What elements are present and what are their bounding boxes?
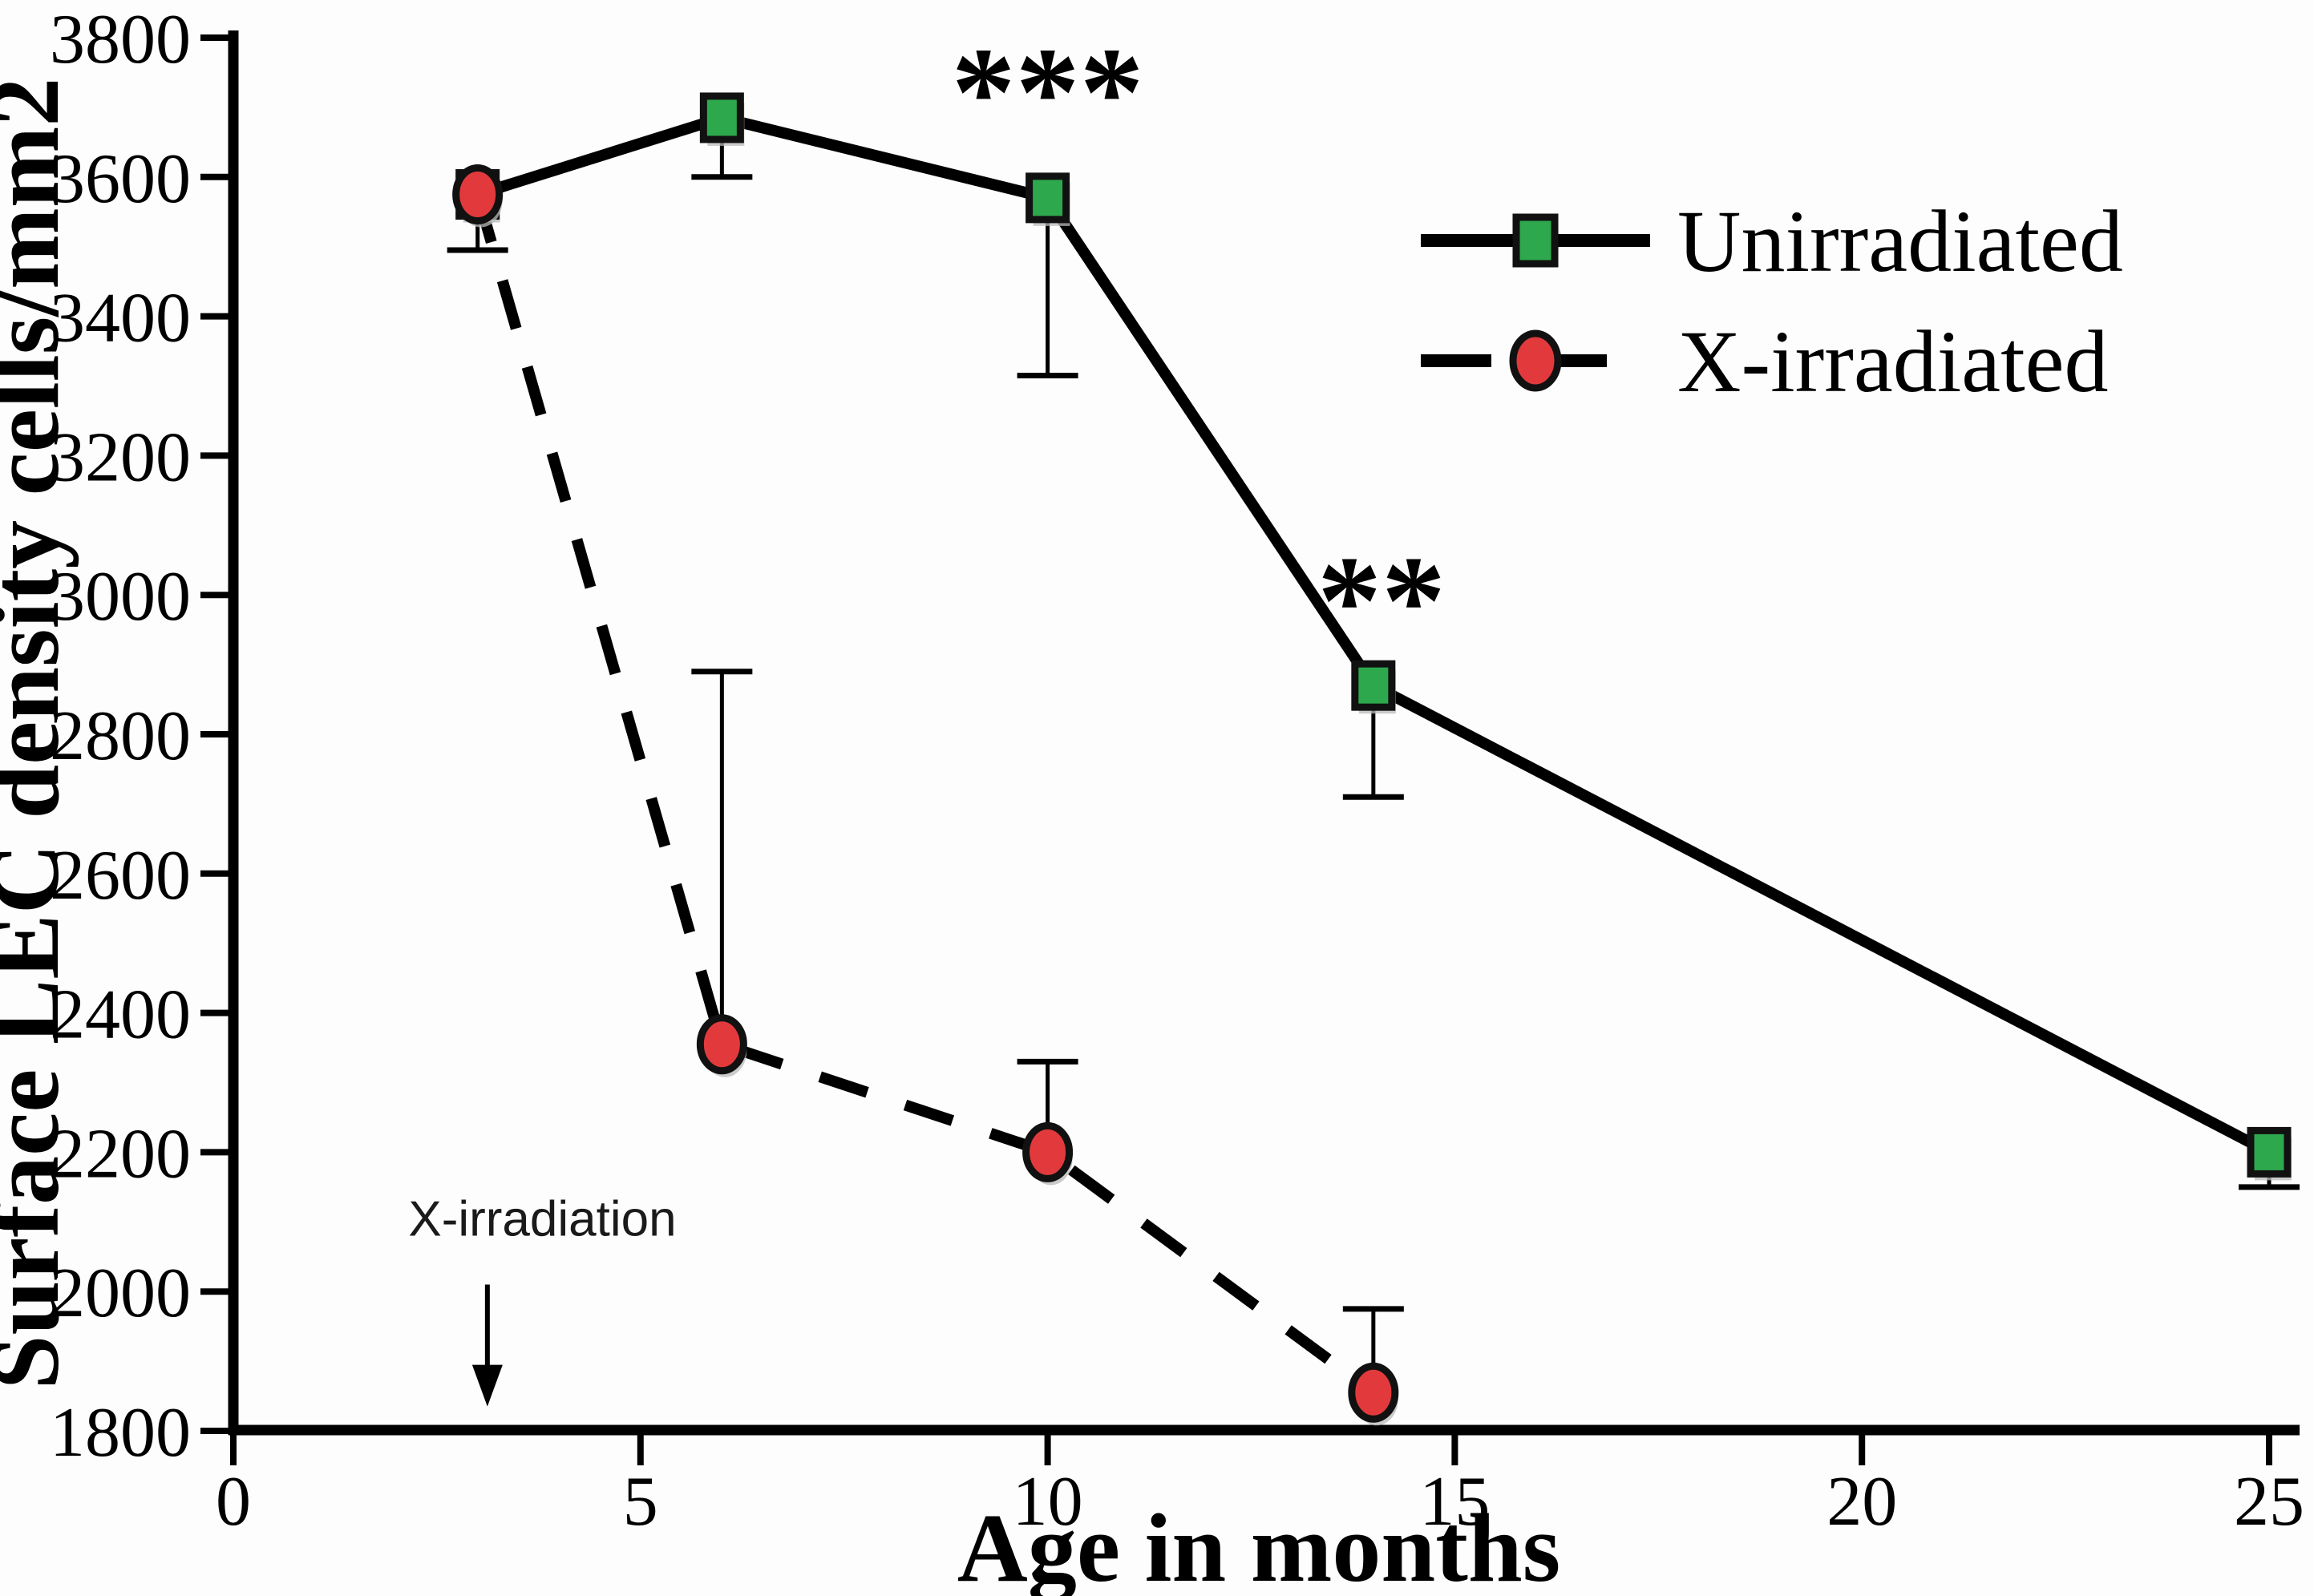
annotations: *****X-irradiation [408,21,1446,1247]
data-point-square-unirradiated [699,92,744,143]
data-point-square-unirradiated [2247,1126,2292,1178]
y-tick-label: 1800 [50,1394,191,1472]
y-tick-label: 2200 [50,1115,191,1193]
y-tick-label: 3400 [50,280,191,358]
green-square-marker [1512,213,1559,268]
series-markers [452,92,2292,1426]
x-axis-title: Age in months [957,1494,1560,1596]
y-tick-label: 2400 [50,976,191,1054]
down-arrow-icon [471,1364,503,1407]
legend-label-unirradiated: Unirradiated [1677,192,2123,290]
y-tick-label: 3200 [50,418,191,496]
y-tick-label: 3000 [50,558,191,636]
significance-stars: ** [1317,529,1446,672]
data-point-square-unirradiated [1351,660,1396,711]
data-point-circle-x-irradiated [452,164,504,225]
x-tick-label: 15 [1419,1463,1490,1541]
x-irradiation-label: X-irradiation [408,1192,676,1247]
x-tick-label: 10 [1013,1463,1083,1541]
significance-stars: *** [952,21,1144,164]
y-axis-title: Surface LEC density cells/mm2 [0,78,79,1390]
y-tick-label: 3800 [50,1,191,79]
x-tick-label: 25 [2234,1463,2304,1541]
y-tick-label: 2800 [50,697,191,775]
y-tick-label: 3600 [50,140,191,218]
legend-label-x-irradiated: X-irradiated [1677,313,2109,410]
x-tick-label: 5 [623,1463,658,1541]
legend: Unirradiated X-irradiated [1421,192,2123,410]
y-axis-ticks: 1800 2000 2200 2400 2600 2800 3000 3200 3400 3600… [50,1,229,1472]
y-tick-label: 2000 [50,1255,191,1332]
error-bars [447,117,2300,1393]
data-point-circle-x-irradiated [1022,1121,1074,1182]
data-point-square-unirradiated [1026,172,1070,224]
x-tick-label: 0 [216,1463,251,1541]
x-irradiation-arrow [471,1284,503,1407]
data-point-circle-x-irradiated [696,1014,747,1075]
x-axis-ticks: 0 5 10 15 20 25 [216,1435,2304,1541]
data-point-circle-x-irradiated [1348,1362,1399,1423]
red-circle-marker [1509,329,1562,392]
x-tick-label: 20 [1827,1463,1897,1541]
y-tick-label: 2600 [50,837,191,915]
